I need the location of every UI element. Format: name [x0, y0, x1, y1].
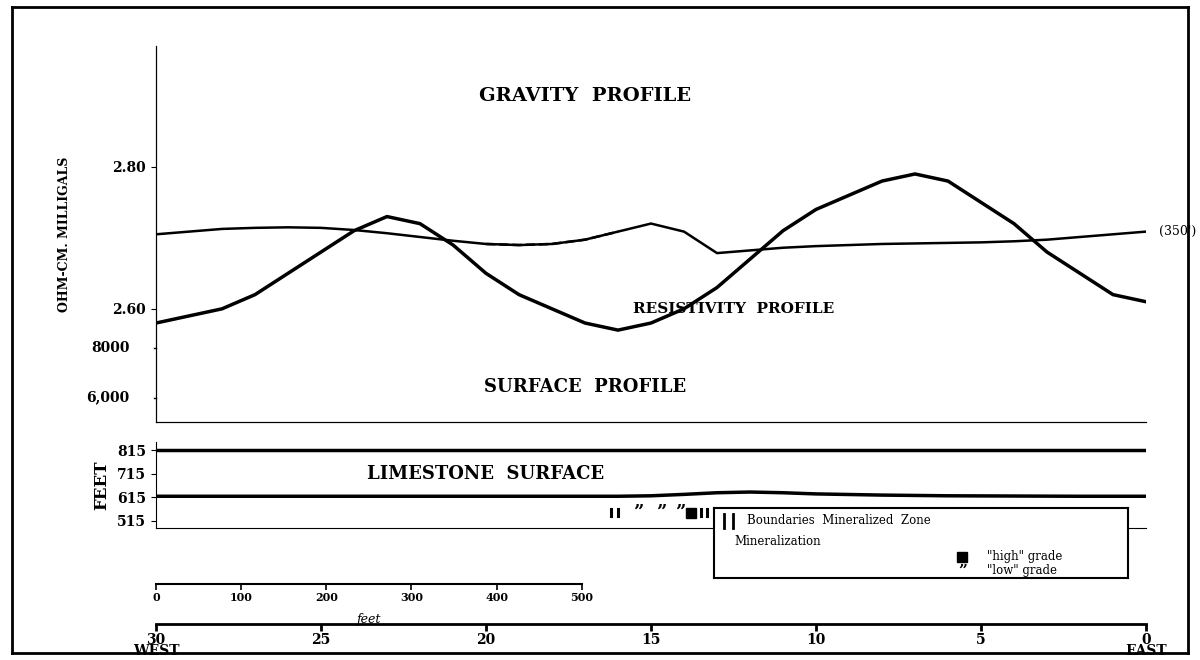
Text: "low" grade: "low" grade	[988, 564, 1057, 577]
Text: 6,000: 6,000	[86, 391, 130, 405]
Text: WEST: WEST	[133, 644, 179, 657]
Text: feet: feet	[356, 613, 382, 626]
Text: GRAVITY  PROFILE: GRAVITY PROFILE	[479, 87, 691, 105]
Y-axis label: OHM-CM. MILLIGALS: OHM-CM. MILLIGALS	[58, 156, 71, 312]
Text: (350'): (350')	[1159, 225, 1196, 238]
Text: ”: ”	[655, 504, 666, 521]
Text: ”: ”	[676, 504, 686, 521]
Text: ”: ”	[632, 504, 643, 521]
Text: 8000: 8000	[91, 341, 130, 355]
Text: Mineralization: Mineralization	[734, 535, 821, 548]
Text: LIMESTONE  SURFACE: LIMESTONE SURFACE	[367, 465, 605, 483]
Text: RESISTIVITY  PROFILE: RESISTIVITY PROFILE	[632, 302, 834, 316]
Text: EAST: EAST	[1126, 644, 1166, 657]
Text: Boundaries  Mineralized  Zone: Boundaries Mineralized Zone	[748, 514, 931, 527]
Text: "high" grade: "high" grade	[988, 550, 1063, 563]
Y-axis label: FEET: FEET	[94, 461, 110, 510]
Text: SURFACE  PROFILE: SURFACE PROFILE	[484, 378, 686, 396]
Text: ”: ”	[958, 564, 967, 578]
